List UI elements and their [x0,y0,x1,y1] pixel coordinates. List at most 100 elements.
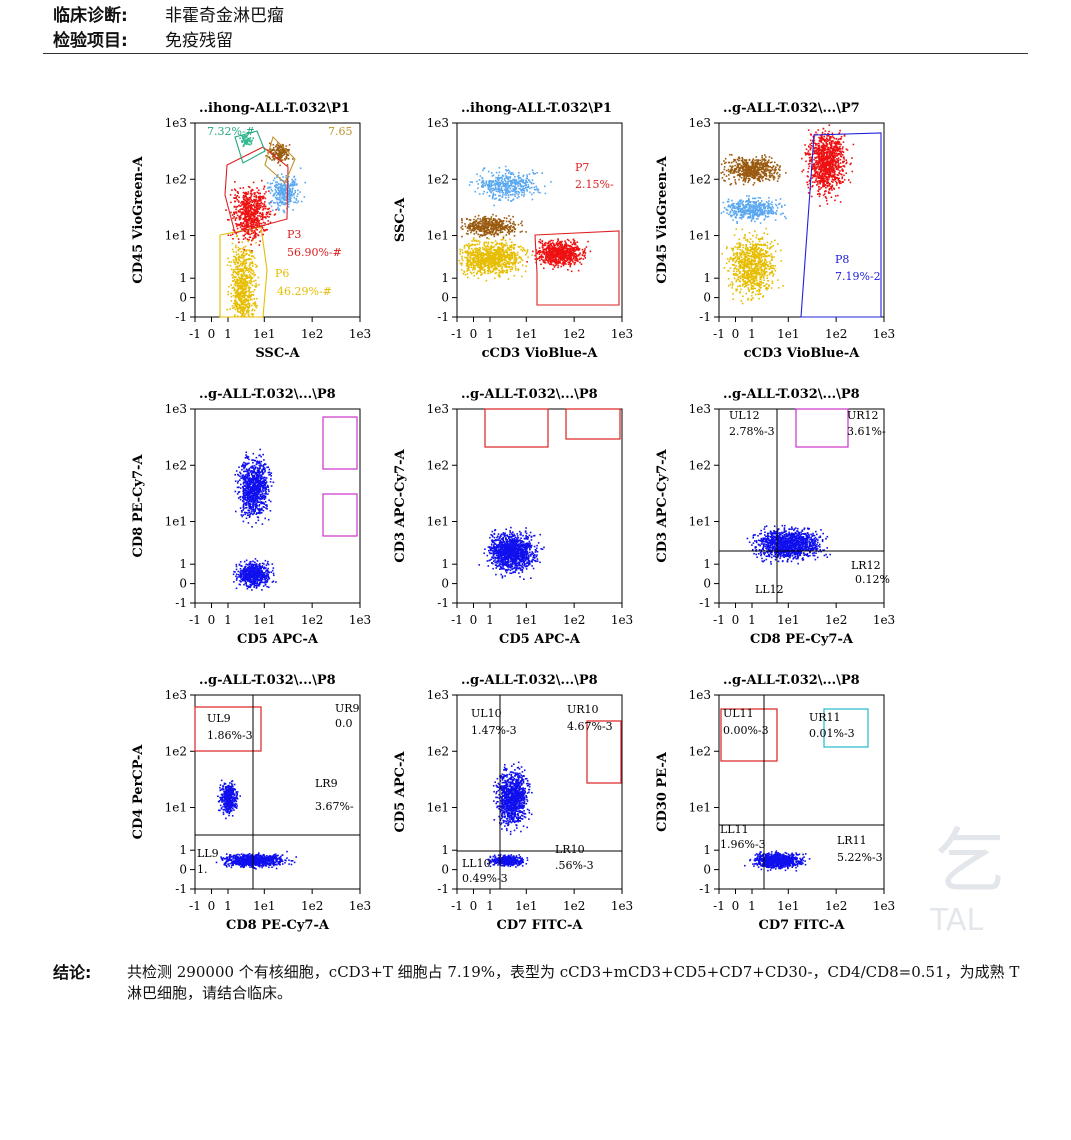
y-axis-label: CD45 VioGreen-A [655,156,670,284]
data-point [284,199,287,201]
data-point [504,225,507,227]
data-point [549,249,552,252]
data-point [244,307,246,309]
data-point [760,274,763,276]
data-point [484,233,487,235]
data-point [753,257,755,259]
data-point [244,219,246,221]
data-point [554,253,556,255]
data-point [238,217,241,219]
data-point [771,280,774,283]
data-point [245,140,247,142]
data-point [505,169,507,171]
data-point [511,268,513,271]
data-point [489,272,492,274]
data-point [242,250,245,253]
data-point [237,279,239,281]
data-point [243,198,246,201]
data-point [245,192,248,195]
data-point [471,248,473,250]
data-point [237,271,239,274]
data-point [526,181,529,183]
data-point [768,248,771,250]
data-point [477,252,479,255]
data-point [507,196,510,199]
data-point [550,239,552,242]
data-point [243,293,245,296]
data-point [242,213,244,215]
data-point [494,218,496,220]
y-tick-label: -1 [699,310,711,324]
data-point [519,182,521,185]
data-point [272,155,275,157]
data-point [487,222,489,225]
data-point [479,220,482,222]
data-point [549,247,552,250]
data-point [473,225,475,228]
data-point [493,183,495,186]
data-point [226,308,229,311]
data-point [275,145,277,148]
data-point [552,256,555,258]
data-point [278,201,281,204]
data-point [239,209,241,211]
data-point [480,230,482,232]
data-point [276,197,278,199]
data-point [459,250,462,253]
data-point [492,174,495,176]
data-point [234,295,237,297]
data-point [537,189,539,191]
data-point [252,262,254,265]
data-point [744,260,746,263]
data-point [484,245,486,248]
data-point [746,263,749,265]
data-point [475,249,477,252]
data-point [512,215,514,218]
data-point [490,184,493,186]
data-point [274,202,276,204]
data-point [493,204,495,207]
data-point [494,194,497,196]
data-point [248,197,251,199]
data-point [491,254,494,257]
data-point [248,291,251,294]
data-point [233,289,235,292]
data-point [485,220,488,223]
data-point [251,218,254,220]
data-point [276,202,279,205]
data-point [509,194,512,196]
data-point [238,306,241,309]
data-point [245,194,247,196]
data-point [496,223,499,226]
data-point [572,251,575,254]
data-point [569,260,572,262]
data-point [759,251,761,254]
data-point [554,255,557,257]
data-point [729,258,731,261]
data-point [257,219,259,221]
data-point [743,237,746,239]
data-point [500,250,502,253]
data-point [584,248,586,250]
data-point [582,250,585,253]
data-point [752,297,754,299]
data-point [574,253,576,256]
data-point [273,153,276,156]
data-point [753,279,756,282]
data-point [762,273,765,275]
data-point [760,261,763,263]
data-point [536,172,538,174]
data-point [480,227,483,230]
data-point [508,170,511,173]
data-point [749,243,752,245]
data-point [274,192,276,195]
data-point [238,248,241,250]
data-point [235,272,238,275]
data-point [744,276,746,278]
data-point [536,258,538,260]
data-point [476,243,478,246]
data-point [238,224,241,226]
data-point [558,246,561,248]
data-point [249,266,252,269]
data-point [513,187,515,190]
